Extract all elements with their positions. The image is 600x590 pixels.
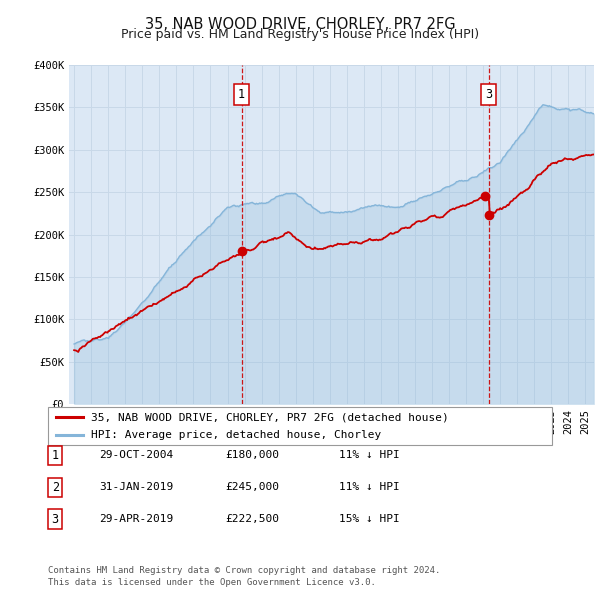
Text: Price paid vs. HM Land Registry's House Price Index (HPI): Price paid vs. HM Land Registry's House … <box>121 28 479 41</box>
FancyBboxPatch shape <box>48 407 552 445</box>
Text: 29-OCT-2004: 29-OCT-2004 <box>99 451 173 460</box>
Text: 35, NAB WOOD DRIVE, CHORLEY, PR7 2FG (detached house): 35, NAB WOOD DRIVE, CHORLEY, PR7 2FG (de… <box>91 412 449 422</box>
Text: 11% ↓ HPI: 11% ↓ HPI <box>339 483 400 492</box>
Text: £245,000: £245,000 <box>225 483 279 492</box>
Text: £180,000: £180,000 <box>225 451 279 460</box>
Text: 31-JAN-2019: 31-JAN-2019 <box>99 483 173 492</box>
Text: Contains HM Land Registry data © Crown copyright and database right 2024.
This d: Contains HM Land Registry data © Crown c… <box>48 566 440 587</box>
Text: HPI: Average price, detached house, Chorley: HPI: Average price, detached house, Chor… <box>91 431 381 441</box>
Text: 3: 3 <box>485 88 493 101</box>
Text: 2: 2 <box>52 481 59 494</box>
Text: 11% ↓ HPI: 11% ↓ HPI <box>339 451 400 460</box>
Text: £222,500: £222,500 <box>225 514 279 524</box>
Text: 3: 3 <box>52 513 59 526</box>
Text: 15% ↓ HPI: 15% ↓ HPI <box>339 514 400 524</box>
Text: 29-APR-2019: 29-APR-2019 <box>99 514 173 524</box>
Text: 1: 1 <box>52 449 59 462</box>
Text: 35, NAB WOOD DRIVE, CHORLEY, PR7 2FG: 35, NAB WOOD DRIVE, CHORLEY, PR7 2FG <box>145 17 455 31</box>
Text: 1: 1 <box>238 88 245 101</box>
